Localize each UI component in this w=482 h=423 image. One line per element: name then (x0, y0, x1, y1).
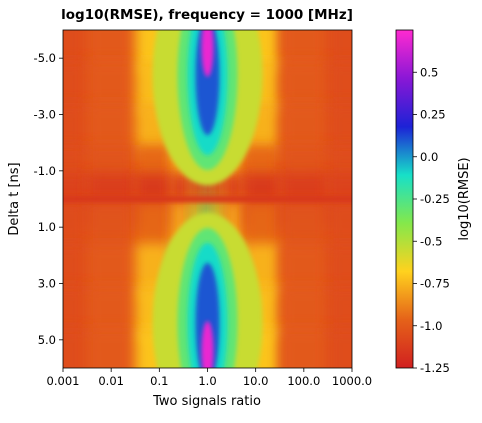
colorbar-axis: 0.5 0.25 0.0 -0.25 -0.5 -0.75 -1.0 -1.25 (413, 65, 450, 375)
plot-area (63, 30, 352, 368)
colorbar (395, 29, 414, 369)
y-tick-label: -3.0 (34, 108, 56, 122)
colorbar-tick-label: 0.25 (420, 108, 446, 122)
y-axis-label: Delta t [ns] (7, 162, 22, 235)
y-tick-label: 3.0 (38, 277, 56, 291)
y-tick-label: 1.0 (38, 220, 56, 234)
colorbar-tick-label: 0.5 (420, 65, 438, 79)
y-tick-label: 5.0 (38, 333, 56, 347)
x-axis-label: Two signals ratio (152, 394, 261, 409)
colorbar-tick-label: -0.75 (420, 277, 450, 291)
chart-title: log10(RMSE), frequency = 1000 [MHz] (61, 7, 353, 23)
y-axis: -5.0 -3.0 -1.0 1.0 3.0 5.0 (34, 51, 63, 347)
lobe-peak-bottom (201, 321, 214, 368)
heatmap-cell (63, 328, 88, 368)
x-tick-label: 1000.0 (332, 374, 372, 388)
colorbar-label: log10(RMSE) (457, 157, 472, 240)
colorbar-tick-label: -1.0 (420, 319, 442, 333)
x-tick-label: 0.001 (47, 374, 80, 388)
lobe-peak-top (201, 30, 214, 77)
y-tick-label: -1.0 (34, 164, 56, 178)
heatmap-features (63, 30, 352, 368)
zero-delay-band (63, 196, 352, 202)
x-axis: 0.001 0.01 0.1 1.0 10.0 100.0 1000.0 (47, 368, 372, 388)
x-tick-label: 0.1 (150, 374, 168, 388)
colorbar-tick-label: -0.25 (420, 192, 450, 206)
heatmap-cell (87, 328, 136, 368)
x-tick-label: 10.0 (243, 374, 269, 388)
heatmap-cell (327, 328, 352, 368)
lobe-core-top (195, 30, 220, 136)
colorbar-tick-label: -1.25 (420, 361, 450, 375)
colorbar-tick-label: 0.0 (420, 150, 438, 164)
heatmap-cell (279, 328, 328, 368)
x-tick-label: 100.0 (287, 374, 320, 388)
y-tick-label: -5.0 (34, 51, 56, 65)
colorbar-tick-label: -0.5 (420, 234, 442, 248)
lobe-core-bottom (195, 262, 220, 368)
x-tick-label: 0.01 (98, 374, 124, 388)
x-tick-label: 1.0 (198, 374, 216, 388)
